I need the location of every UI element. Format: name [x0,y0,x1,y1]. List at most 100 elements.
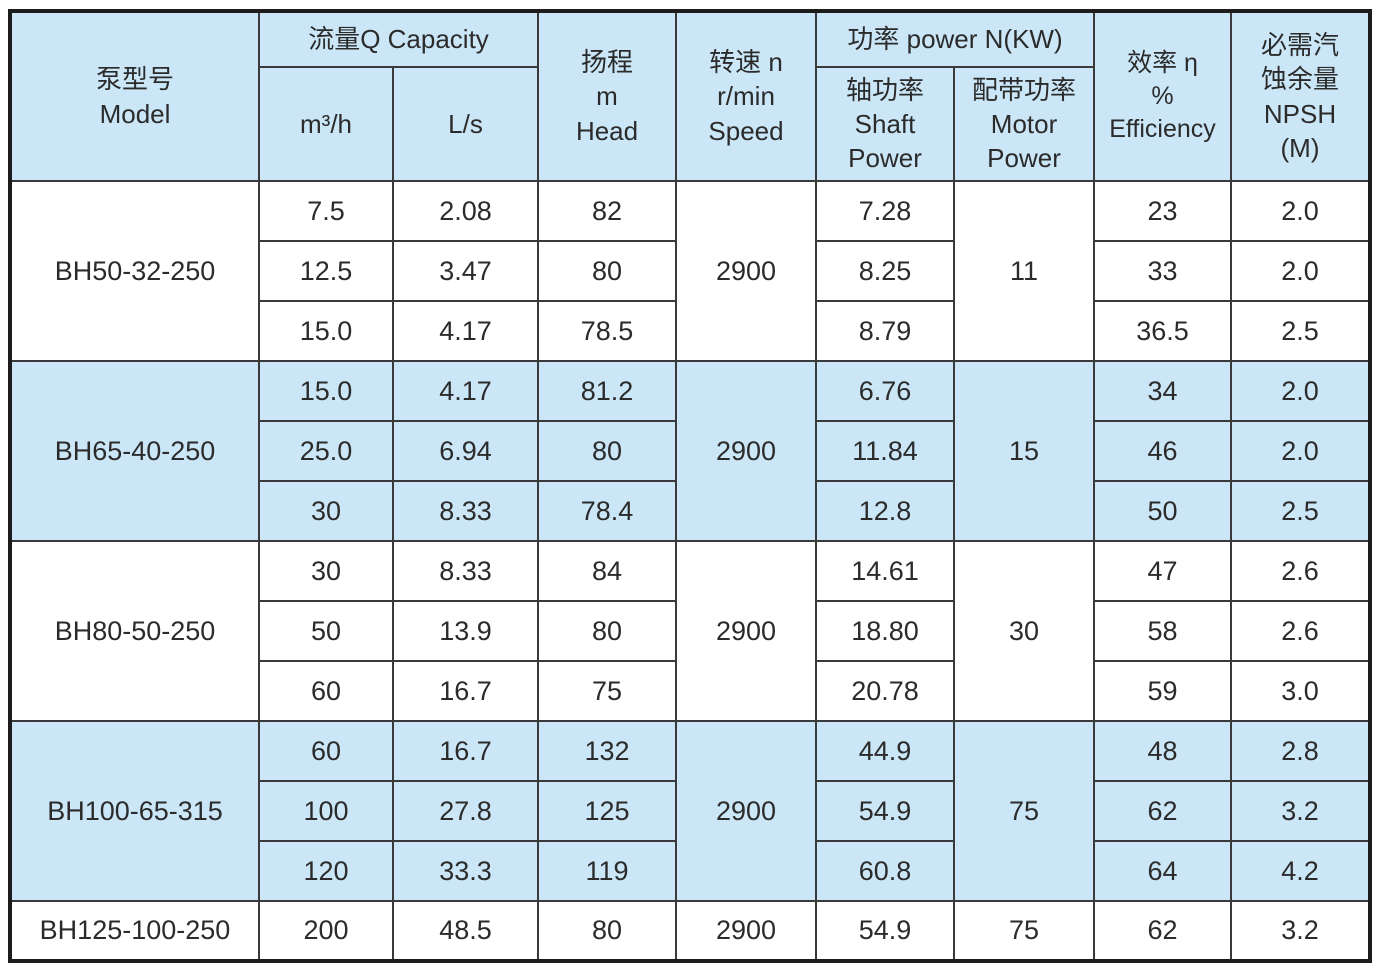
efficiency-cell: 50 [1093,480,1233,542]
npsh-cell: 2.0 [1230,180,1372,242]
npsh-cell: 4.2 [1230,840,1372,902]
efficiency-cell: 47 [1093,540,1233,602]
shaft-power-cell: 54.9 [815,900,956,962]
efficiency-cell: 46 [1093,420,1233,482]
header-capacity: 流量Q Capacity [257,10,540,68]
table-row: BH125-100-250 200 48.5 80 2900 54.9 75 6… [9,900,1372,962]
head-cell: 78.4 [537,480,678,542]
motor-power-cell: 15 [953,360,1096,542]
ls-cell: 27.8 [391,780,540,842]
header-shaft-power: 轴功率 Shaft Power [815,66,956,182]
header-npsh: 必需汽 蚀余量 NPSH (M) [1230,10,1372,182]
model-cell: BH80-50-250 [9,540,260,722]
head-cell: 119 [537,840,678,902]
model-cell: BH50-32-250 [9,180,260,362]
ls-cell: 4.17 [391,360,540,422]
header-model: 泵型号 Model [9,10,260,182]
motor-power-cell: 11 [953,180,1096,362]
motor-power-cell: 75 [953,900,1096,962]
head-cell: 80 [537,600,678,662]
ls-cell: 16.7 [391,660,540,722]
shaft-power-cell: 8.25 [815,240,956,302]
npsh-cell: 2.6 [1230,600,1372,662]
table-row: 60 16.7 75 20.78 59 3.0 [10,660,1372,722]
table-row: BH100-65-315 60 16.7 132 2900 44.9 75 48… [9,720,1372,902]
ls-cell: 16.7 [391,720,540,782]
ls-cell: 13.9 [391,600,540,662]
motor-power-cell: 30 [953,540,1096,722]
m3h-cell: 60 [258,720,394,782]
npsh-cell: 2.5 [1230,480,1372,542]
ls-cell: 8.33 [391,480,540,542]
efficiency-cell: 62 [1093,780,1233,842]
head-cell: 125 [537,780,678,842]
model-cell: BH100-65-315 [9,720,260,902]
efficiency-cell: 59 [1093,660,1233,722]
shaft-power-cell: 7.28 [815,180,956,242]
header-power: 功率 power N(KW) [815,10,1096,68]
ls-cell: 4.17 [391,300,540,362]
npsh-cell: 2.0 [1230,240,1372,302]
speed-cell: 2900 [675,900,818,962]
shaft-power-cell: 20.78 [815,660,956,722]
m3h-cell: 15.0 [258,300,394,362]
efficiency-cell: 58 [1093,600,1233,662]
header-efficiency: 效率 η % Efficiency [1093,10,1233,182]
efficiency-cell: 64 [1093,840,1233,902]
shaft-power-cell: 6.76 [815,360,956,422]
npsh-cell: 3.2 [1230,780,1372,842]
ls-cell: 33.3 [391,840,540,902]
m3h-cell: 30 [258,480,394,542]
model-cell: BH125-100-250 [9,900,260,962]
table-body: BH50-32-250 7.5 2.08 82 2900 7.28 11 23 … [9,180,1372,962]
ls-cell: 2.08 [391,180,540,242]
speed-cell: 2900 [675,180,818,362]
head-cell: 82 [537,180,678,242]
m3h-cell: 60 [258,660,394,722]
efficiency-cell: 62 [1093,900,1233,962]
npsh-cell: 2.8 [1230,720,1372,782]
head-cell: 75 [537,660,678,722]
table-row: BH80-50-250 30 8.33 84 2900 14.61 30 47 … [9,540,1372,722]
header-motor-power: 配带功率 Motor Power [953,66,1096,182]
speed-cell: 2900 [675,540,818,722]
efficiency-cell: 48 [1093,720,1233,782]
head-cell: 80 [537,420,678,482]
m3h-cell: 30 [258,540,394,602]
header-head: 扬程 m Head [537,10,678,182]
header-m3h: m³/h [258,66,394,182]
table-row: BH50-32-250 7.5 2.08 82 2900 7.28 11 23 … [9,180,1372,362]
npsh-cell: 2.5 [1230,300,1372,362]
pump-spec-table: 泵型号 Model 流量Q Capacity 扬程 m Head 转速 n r/… [8,9,1373,963]
shaft-power-cell: 44.9 [815,720,956,782]
speed-cell: 2900 [675,720,818,902]
motor-power-cell: 75 [953,720,1096,902]
npsh-cell: 2.0 [1230,420,1372,482]
header-ls: L/s [391,66,540,182]
head-cell: 84 [537,540,678,602]
table-row: 15.0 4.17 78.5 8.79 36.5 2.5 [10,300,1372,362]
npsh-cell: 3.0 [1230,660,1372,722]
npsh-cell: 3.2 [1230,900,1372,962]
table-row: 25.0 6.94 80 11.84 46 2.0 [10,420,1372,482]
npsh-cell: 2.0 [1230,360,1372,422]
shaft-power-cell: 54.9 [815,780,956,842]
head-cell: 81.2 [537,360,678,422]
head-cell: 80 [537,240,678,302]
speed-cell: 2900 [675,360,818,542]
table-row: 30 8.33 78.4 12.8 50 2.5 [10,480,1372,542]
shaft-power-cell: 14.61 [815,540,956,602]
efficiency-cell: 34 [1093,360,1233,422]
m3h-cell: 50 [258,600,394,662]
shaft-power-cell: 18.80 [815,600,956,662]
shaft-power-cell: 12.8 [815,480,956,542]
npsh-cell: 2.6 [1230,540,1372,602]
efficiency-cell: 36.5 [1093,300,1233,362]
m3h-cell: 15.0 [258,360,394,422]
head-cell: 132 [537,720,678,782]
shaft-power-cell: 8.79 [815,300,956,362]
ls-cell: 48.5 [391,900,540,962]
head-cell: 80 [537,900,678,962]
model-cell: BH65-40-250 [9,360,260,542]
